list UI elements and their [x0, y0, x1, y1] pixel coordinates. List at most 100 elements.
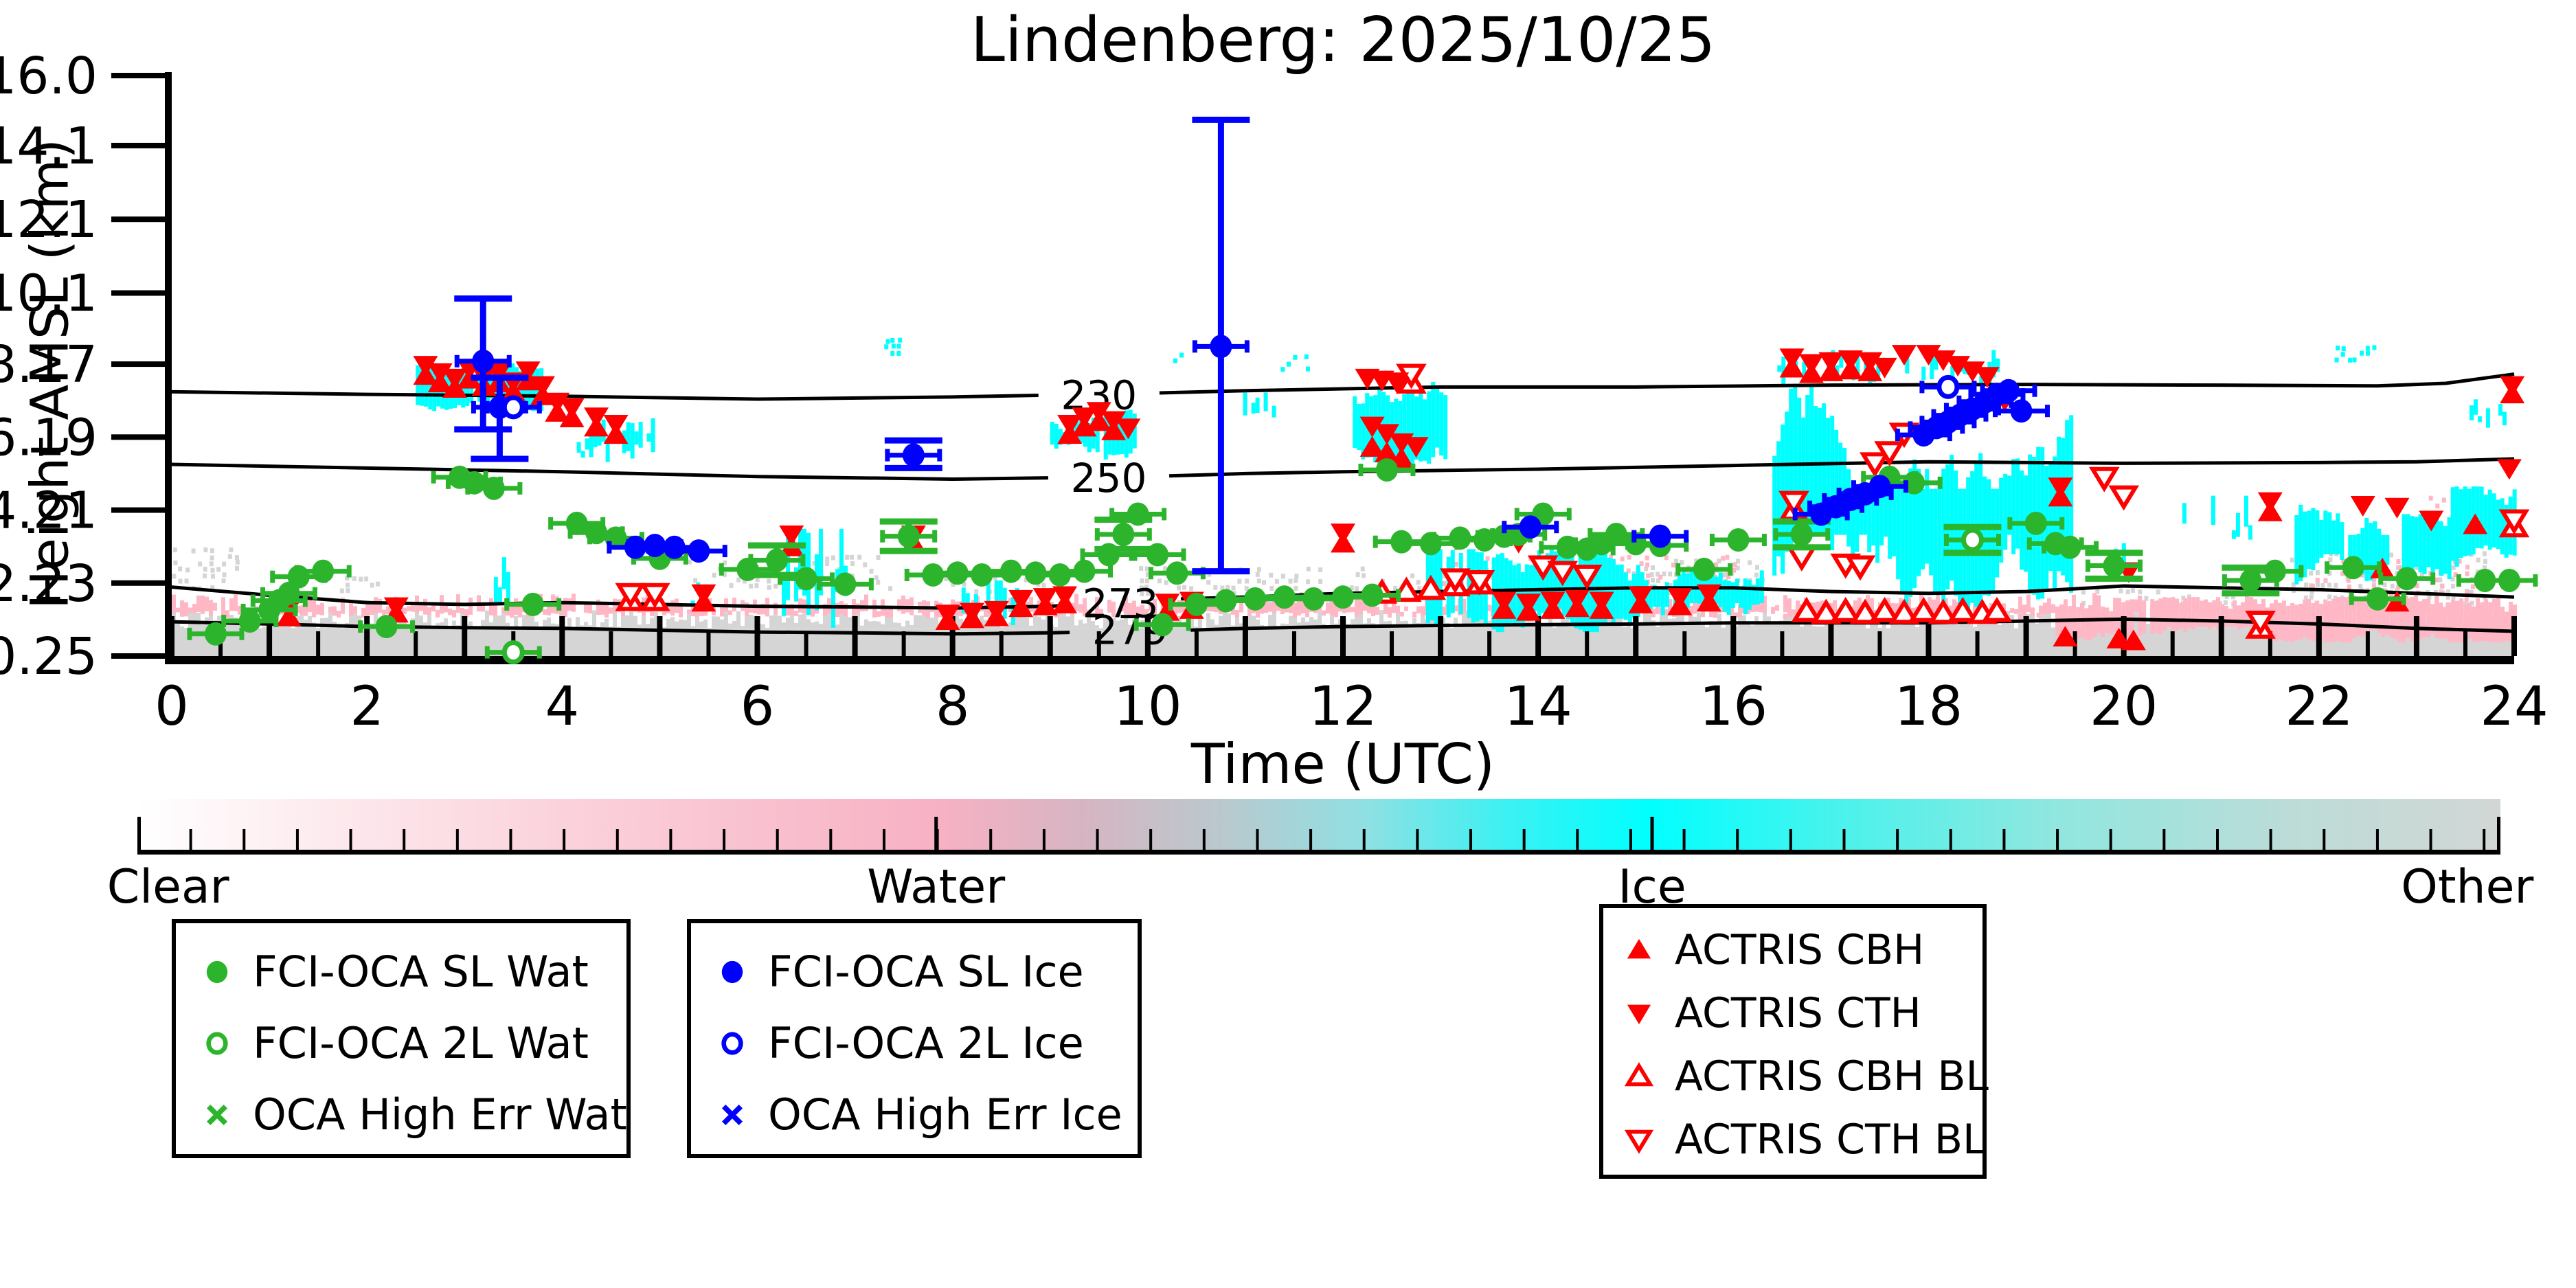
x-tick [1291, 631, 1296, 656]
patch-cyan-streak [2182, 495, 2252, 540]
series-fci_oca_2l_wat [484, 523, 2002, 665]
x-tick-label: 22 [2285, 676, 2353, 738]
x-tick [1096, 631, 1101, 656]
x-tick [1780, 631, 1785, 656]
y-tick-label: 8.17 [0, 335, 98, 394]
x-tick-label: 20 [2090, 676, 2158, 738]
circle-open-icon [206, 1031, 228, 1055]
x-tick [2170, 631, 2175, 656]
x-tick [999, 631, 1004, 656]
y-tick-label: 16.0 [0, 47, 98, 106]
x-icon [206, 1104, 228, 1125]
series-fci_oca_sl_wat [187, 458, 2538, 646]
series-actris_cth [276, 345, 2525, 626]
isotherm-230 [171, 389, 1039, 401]
x-tick [1975, 631, 1980, 656]
x-tick [949, 616, 956, 656]
legend-item-actris-cth: ACTRIS CTH [1621, 989, 1921, 1037]
x-tick [1585, 631, 1590, 656]
x-tick [609, 631, 613, 656]
legend-item-label: FCI-OCA SL Ice [768, 947, 1084, 997]
x-tick [2463, 631, 2467, 656]
legend-item-actris-cth-bl: ACTRIS CTH BL [1621, 1116, 1985, 1164]
x-tick [1047, 616, 1053, 656]
x-tick-label: 6 [741, 676, 775, 738]
colorbar-label-clear: Clear [106, 860, 229, 914]
x-tick [1242, 616, 1248, 656]
x-tick [1487, 631, 1492, 656]
y-tick-label: 4.21 [0, 482, 98, 541]
patch-cyan-blob [2294, 504, 2390, 585]
x-tick-label: 14 [1504, 676, 1572, 738]
y-tick-label: 10.1 [0, 264, 98, 324]
x-tick [462, 616, 468, 656]
x-tick [267, 616, 273, 656]
x-tick-label: 10 [1114, 676, 1182, 738]
legend-item-fci-oca-2l-ice: FCI-OCA 2L Ice [714, 1018, 1084, 1068]
series-fci_oca_sl_ice [454, 116, 2050, 575]
legend-item-fci-oca-2l-wat: FCI-OCA 2L Wat [199, 1018, 589, 1068]
legend-item-label: FCI-OCA 2L Wat [253, 1018, 589, 1068]
x-tick [754, 616, 760, 656]
x-tick [804, 631, 809, 656]
tri-up-open-icon [1624, 1062, 1654, 1087]
x-tick-label: 8 [936, 676, 970, 738]
x-tick [2218, 616, 2224, 656]
patch-cyan-blob [2402, 514, 2452, 581]
isotherm-250 [171, 462, 1048, 481]
x-tick [1828, 616, 1834, 656]
legend-item-label: ACTRIS CTH [1675, 989, 1921, 1037]
x-tick [1340, 616, 1346, 656]
x-tick [1438, 616, 1444, 656]
x-tick [1535, 616, 1541, 656]
y-axis-spine [165, 72, 172, 664]
x-tick [2023, 616, 2029, 656]
x-tick-label: 12 [1309, 676, 1377, 738]
y-tick-label: 14.1 [0, 117, 98, 176]
legend-item-label: FCI-OCA SL Wat [253, 947, 589, 997]
x-axis-spine [165, 656, 2514, 664]
x-tick [364, 616, 370, 656]
isotherm-250 [1169, 457, 2515, 478]
x-axis-label: Time (UTC) [1190, 732, 1495, 796]
colorbar-label-water: Water [867, 860, 1006, 914]
series-fci_oca_2l_ice [484, 374, 1977, 420]
legend-box-2: ACTRIS CBH ACTRIS CTH ACTRIS CBH BL ACTRIS … [1599, 904, 1989, 1179]
x-tick [852, 616, 858, 656]
patch-cyan-streak [1243, 392, 1276, 418]
x-tick [1730, 616, 1737, 656]
x-tick [1633, 616, 1639, 656]
circle-open-icon [721, 1031, 743, 1055]
tri-down-open-icon [1624, 1129, 1654, 1154]
y-tick [111, 142, 165, 148]
legend-item-label: FCI-OCA 2L Ice [768, 1018, 1084, 1068]
patch-cyan-streak [493, 557, 510, 605]
axes: 16.014.112.110.18.176.194.212.230.250 2 4 6… [0, 47, 2549, 738]
y-axis-label: Height AMSL (km) [19, 138, 80, 610]
x-tick [2413, 616, 2419, 656]
x-tick [1194, 631, 1199, 656]
legend-box-0: FCI-OCA SL Wat FCI-OCA 2L Wat OCA High Err… [172, 919, 631, 1158]
legend-box-1: FCI-OCA SL Ice FCI-OCA 2L Ice OCA High Err… [687, 919, 1142, 1158]
x-tick-label: 18 [1895, 676, 1963, 738]
x-tick [559, 616, 565, 656]
isotherm-label-250: 250 [1071, 455, 1147, 501]
x-icon [721, 1104, 743, 1125]
y-tick-label: 0.25 [0, 627, 98, 686]
x-tick [706, 631, 711, 656]
y-tick [111, 434, 165, 440]
x-tick [2511, 616, 2517, 656]
x-tick [2365, 631, 2370, 656]
y-tick-label: 12.1 [0, 190, 98, 249]
chart-title: Lindenberg: 2025/10/25 [970, 4, 1716, 76]
colorbar-label-other: Other [2401, 860, 2534, 914]
x-tick [657, 616, 663, 656]
x-tick-label: 2 [350, 676, 384, 738]
tri-down-filled-icon [1627, 1004, 1651, 1025]
x-tick [1144, 616, 1151, 656]
x-tick [1925, 616, 1932, 656]
y-tick [111, 73, 165, 78]
patch-cyan-speck [884, 337, 903, 356]
series-actris_cth_bl [615, 363, 2530, 636]
